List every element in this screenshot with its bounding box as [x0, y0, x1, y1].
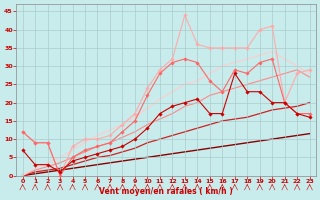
X-axis label: Vent moyen/en rafales ( km/h ): Vent moyen/en rafales ( km/h )	[99, 187, 233, 196]
